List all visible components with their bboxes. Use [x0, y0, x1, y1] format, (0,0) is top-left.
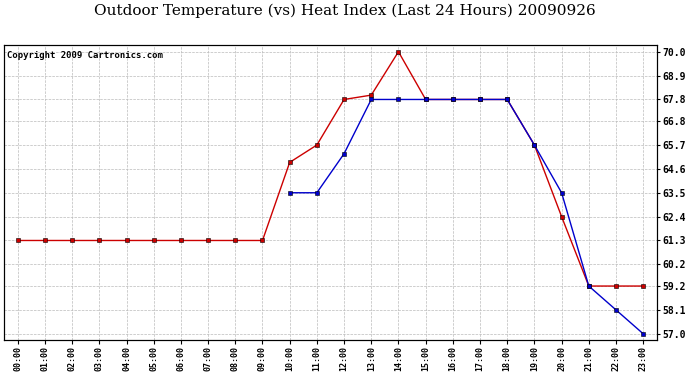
Text: Outdoor Temperature (vs) Heat Index (Last 24 Hours) 20090926: Outdoor Temperature (vs) Heat Index (Las… — [94, 4, 596, 18]
Text: Copyright 2009 Cartronics.com: Copyright 2009 Cartronics.com — [8, 51, 164, 60]
